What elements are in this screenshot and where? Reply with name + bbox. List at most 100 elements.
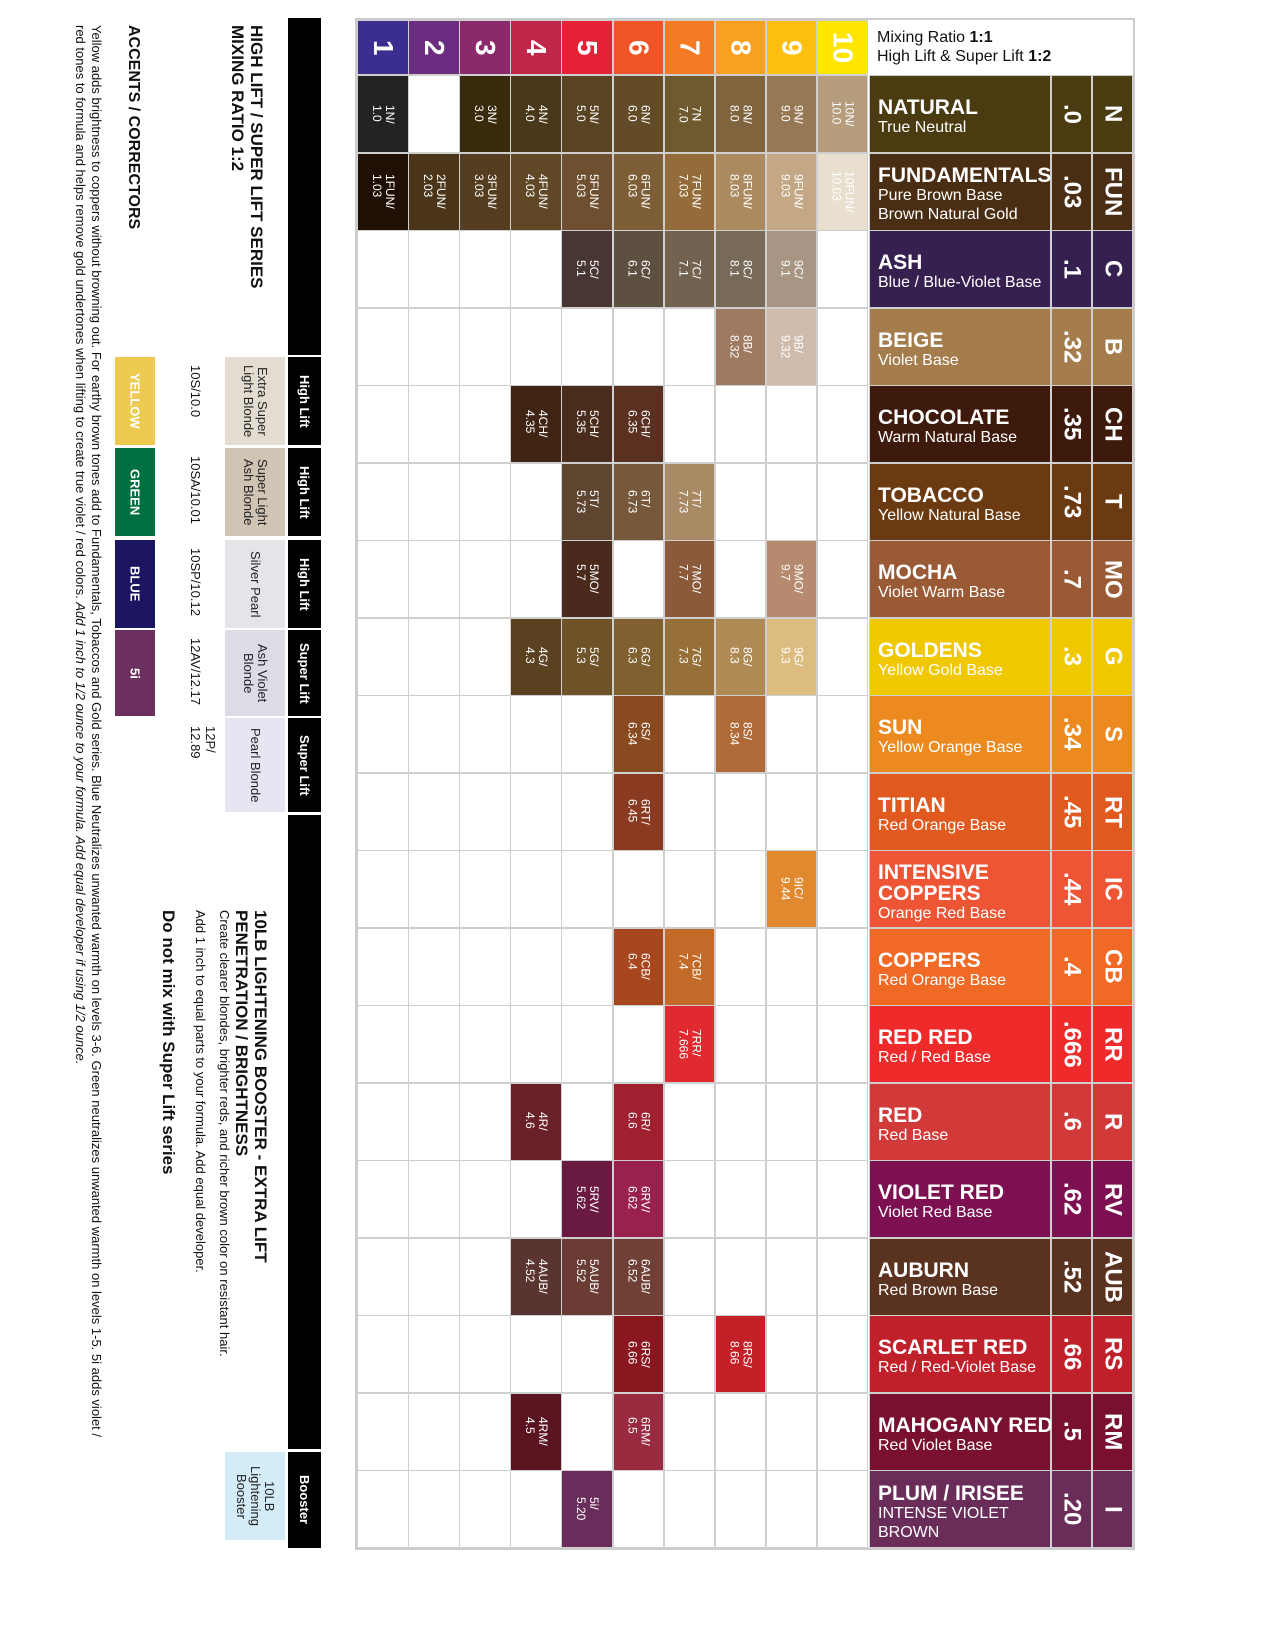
shade-swatch[interactable]: 9MO/ 9.7 [765,540,818,618]
level-number: 9 [776,39,808,56]
shade-label: 9FUN/ 9.03 [778,174,806,209]
empty-cell [459,1160,511,1238]
shade-swatch[interactable]: 5CH/ 5.35 [561,385,613,463]
shade-swatch[interactable]: 6CH/ 6.35 [612,385,664,463]
shade-swatch[interactable]: 5FUN/ 5.03 [561,152,613,231]
accent-swatch-5i[interactable]: 5i [115,630,155,716]
lift-swatch[interactable]: Super Light Ash Blonde [225,448,285,536]
shade-swatch[interactable]: 4RM/ 4.5 [510,1392,562,1471]
empty-cell [510,1005,562,1083]
empty-cell [357,462,409,541]
series-code: .3 [1051,617,1092,696]
shade-swatch[interactable]: 1N/ 1.0 [357,75,409,153]
shade-swatch[interactable]: 9N/ 9.0 [765,75,818,153]
empty-cell [408,1005,460,1083]
series-letter: MO [1092,540,1133,618]
empty-cell [714,1082,767,1161]
shade-swatch[interactable]: 7T/ 7.73 [663,462,716,541]
shade-swatch[interactable]: 8RS/ 8.66 [714,1315,767,1393]
shade-swatch[interactable]: 8FUN/ 8.03 [714,152,767,231]
accent-swatch-green[interactable]: GREEN [115,448,155,536]
shade-swatch[interactable]: 7C/ 7.1 [663,230,716,308]
accent-swatch-blue[interactable]: BLUE [115,540,155,628]
shade-swatch[interactable]: 10N/ 10.0 [816,75,869,153]
shade-swatch[interactable]: 6AUB/ 6.52 [612,1237,664,1316]
shade-swatch[interactable]: 6RS/ 6.66 [612,1315,664,1393]
shade-swatch[interactable]: 6RT/ 6.45 [612,772,664,851]
shade-swatch[interactable]: 4N/ 4.0 [510,75,562,153]
shade-swatch[interactable]: 7FUN/ 7.03 [663,152,716,231]
shade-swatch[interactable]: 6FUN/ 6.03 [612,152,664,231]
lift-swatch-name: Super Light Ash Blonde [241,458,270,526]
shade-swatch[interactable]: 4G/ 4.3 [510,617,562,696]
shade-label: 6CB/ 6.4 [625,953,653,980]
accent-swatch-yellow[interactable]: YELLOW [115,357,155,445]
shade-swatch[interactable]: 2FUN/ 2.03 [408,152,460,231]
shade-swatch[interactable]: 6RV/ 6.62 [612,1160,664,1238]
shade-swatch[interactable]: 3FUN/ 3.03 [459,152,511,231]
empty-cell [663,1160,716,1238]
shade-swatch[interactable]: 6CB/ 6.4 [612,927,664,1006]
empty-cell [459,617,511,696]
empty-cell [357,1315,409,1393]
shade-swatch[interactable]: 9C/ 9.1 [765,230,818,308]
shade-swatch[interactable]: 9B/ 9.32 [765,307,818,386]
level-header-7: 7 [663,20,716,75]
shade-label: 4N/ 4.0 [523,104,551,124]
shade-swatch[interactable]: 6T/ 6.73 [612,462,664,541]
shade-swatch[interactable]: 5N/ 5.0 [561,75,613,153]
shade-swatch[interactable]: 5AUB/ 5.52 [561,1237,613,1316]
shade-swatch[interactable]: 4FUN/ 4.03 [510,152,562,231]
shade-swatch[interactable]: 8C/ 8.1 [714,230,767,308]
shade-swatch[interactable]: 7CB/ 7.4 [663,927,716,1006]
shade-label: 6RT/ 6.45 [625,798,653,825]
shade-swatch[interactable]: 6RM/ 6.5 [612,1392,664,1471]
lift-series-title-block: HIGH LIFT / SUPER LIFT SERIES MIXING RAT… [228,25,266,325]
shade-swatch[interactable]: 6C/ 6.1 [612,230,664,308]
shade-swatch[interactable]: 5T/ 5.73 [561,462,613,541]
empty-cell [408,772,460,851]
shade-swatch[interactable]: 4R/ 4.6 [510,1082,562,1161]
empty-cell [459,850,511,928]
shade-swatch[interactable]: 7N 7.0 [663,75,716,153]
shade-label: 8B/ 8.32 [727,334,755,359]
shade-swatch[interactable]: 4AUB/ 4.52 [510,1237,562,1316]
shade-label: 2FUN/ 2.03 [420,174,448,209]
shade-swatch[interactable]: 4CH/ 4.35 [510,385,562,463]
shade-swatch[interactable]: 7RR/ 7.666 [663,1005,716,1083]
lift-swatch[interactable]: Silver Pearl [225,540,285,628]
shade-swatch[interactable]: 5MO/ 5.7 [561,540,613,618]
shade-swatch[interactable]: 8S/ 8.34 [714,695,767,773]
shade-swatch[interactable]: 9G/ 9.3 [765,617,818,696]
shade-swatch[interactable]: 6N/ 6.0 [612,75,664,153]
shade-swatch[interactable]: 5i/ 5.20 [561,1470,613,1548]
series-code-text: .3 [1058,646,1086,667]
shade-swatch[interactable]: 9FUN/ 9.03 [765,152,818,231]
series-code: .44 [1051,850,1092,928]
shade-swatch[interactable]: 3N/ 3.0 [459,75,511,153]
shade-swatch[interactable]: 6R/ 6.6 [612,1082,664,1161]
shade-swatch[interactable]: 5G/ 5.3 [561,617,613,696]
shade-swatch[interactable]: 5RV/ 5.62 [561,1160,613,1238]
empty-cell [357,1392,409,1471]
lift-swatch[interactable]: Extra Super Light Blonde [225,357,285,445]
empty-cell [816,462,869,541]
shade-swatch[interactable]: 6S/ 6.34 [612,695,664,773]
shade-swatch[interactable]: 10FUN/ 10.03 [816,152,869,231]
series-name-c: ASH Blue / Blue-Violet Base [869,230,1051,308]
shade-swatch[interactable]: 8N/ 8.0 [714,75,767,153]
shade-swatch[interactable]: 5C/ 5.1 [561,230,613,308]
lift-swatch[interactable]: Pearl Blonde [225,718,285,812]
shade-swatch[interactable]: 6G/ 6.3 [612,617,664,696]
shade-swatch[interactable]: 9IC/ 9.44 [765,850,818,928]
series-title: VIOLET RED [878,1181,1005,1204]
empty-cell [408,1470,460,1548]
shade-swatch[interactable]: 7MO/ 7.7 [663,540,716,618]
empty-cell [510,230,562,308]
shade-swatch[interactable]: 7G/ 7.3 [663,617,716,696]
shade-label: 5N/ 5.0 [574,104,602,124]
lift-swatch[interactable]: Ash Violet Blonde [225,630,285,716]
shade-swatch[interactable]: 1FUN/ 1.03 [357,152,409,231]
shade-swatch[interactable]: 8B/ 8.32 [714,307,767,386]
shade-swatch[interactable]: 8G/ 8.3 [714,617,767,696]
